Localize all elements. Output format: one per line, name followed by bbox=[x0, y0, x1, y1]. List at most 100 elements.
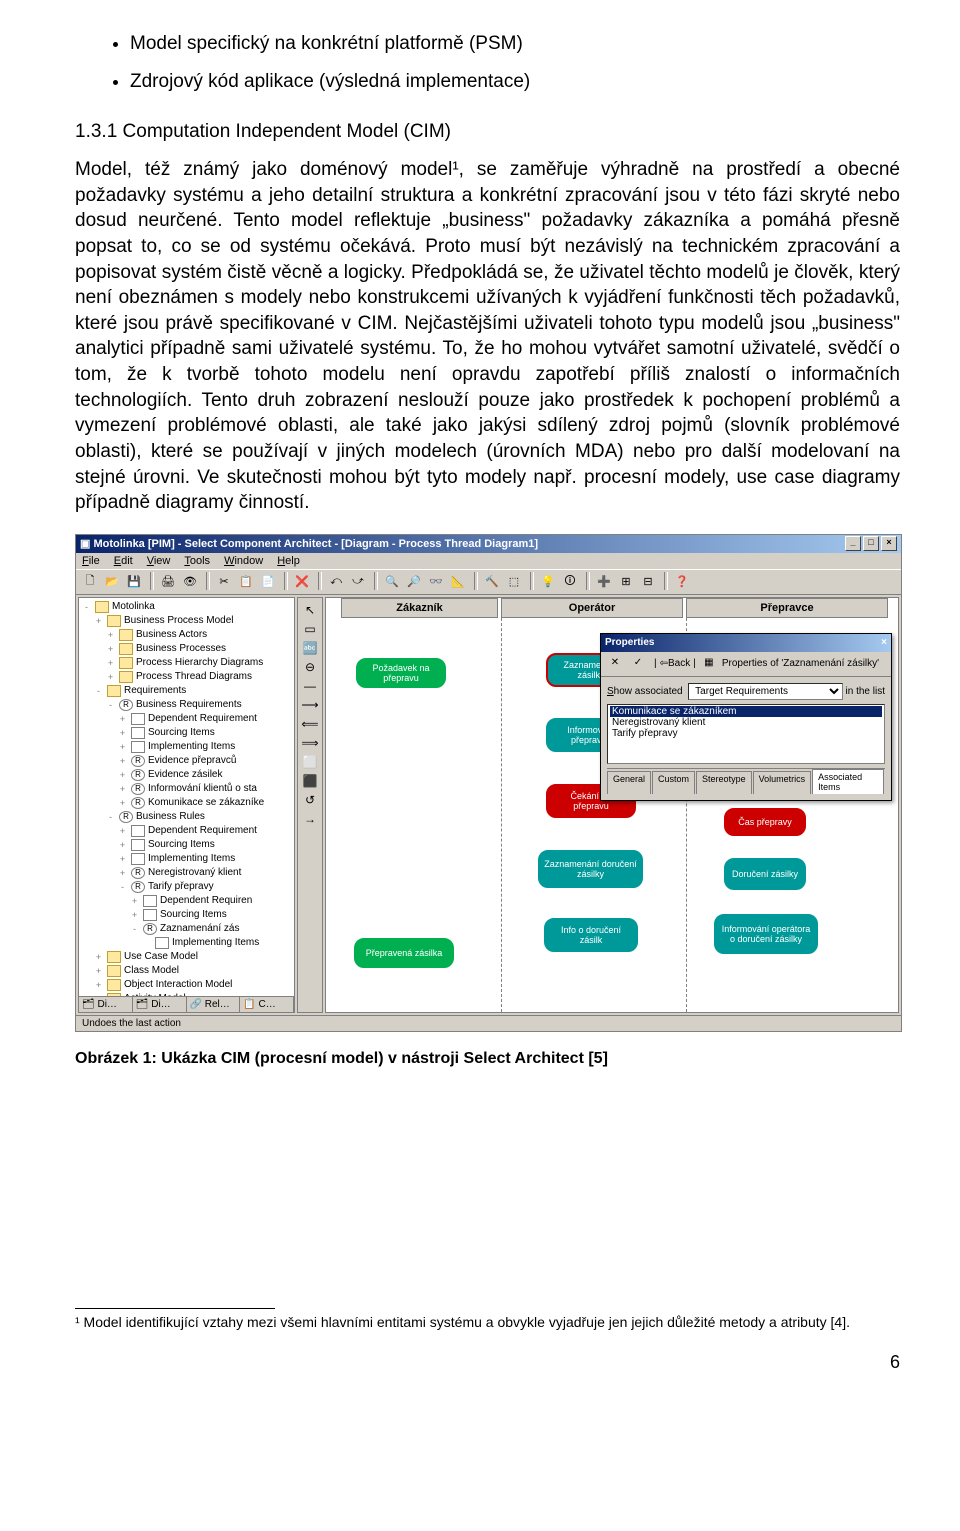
tree-item[interactable]: -Requirements bbox=[81, 684, 292, 698]
tree-item[interactable]: +Implementing Items bbox=[81, 852, 292, 866]
palette-tool[interactable]: ⟹ bbox=[301, 735, 319, 751]
tree-item[interactable]: +RKomunikace se zákazníke bbox=[81, 796, 292, 810]
tree-item[interactable]: +Sourcing Items bbox=[81, 838, 292, 852]
toolbar-button[interactable]: 📂 bbox=[102, 572, 122, 592]
tree-item[interactable]: +Dependent Requiren bbox=[81, 894, 292, 908]
properties-tab[interactable]: Custom bbox=[652, 771, 695, 794]
properties-tabs[interactable]: GeneralCustomStereotypeVolumetricsAssoci… bbox=[607, 768, 885, 794]
tree-item[interactable]: +Business Process Model bbox=[81, 614, 292, 628]
toolbar-button[interactable]: ⬚ bbox=[504, 572, 524, 592]
toolbar-button[interactable]: 👓 bbox=[426, 572, 446, 592]
diagram-node[interactable]: Čas přepravy bbox=[724, 808, 806, 836]
palette-tool[interactable]: ⊖ bbox=[301, 659, 319, 675]
back-button[interactable]: ⇦Back bbox=[660, 658, 691, 669]
menu-edit[interactable]: Edit bbox=[114, 555, 133, 567]
tree-item[interactable]: +Process Hierarchy Diagrams bbox=[81, 656, 292, 670]
properties-tab[interactable]: Associated Items bbox=[812, 769, 884, 794]
palette-tool[interactable]: ⬛ bbox=[301, 773, 319, 789]
props-icon[interactable]: ▦ bbox=[699, 655, 719, 673]
toolbar-button[interactable]: ➕ bbox=[594, 572, 614, 592]
diagram-node[interactable]: Info o doručení zásilk bbox=[544, 918, 638, 952]
palette-tool[interactable]: → bbox=[301, 811, 319, 827]
list-item[interactable]: Neregistrovaný klient bbox=[610, 717, 882, 728]
tree-item[interactable]: +REvidence přepravců bbox=[81, 754, 292, 768]
tree-item[interactable]: +Business Actors bbox=[81, 628, 292, 642]
tree-item[interactable]: +Sourcing Items bbox=[81, 908, 292, 922]
tree-item[interactable]: +Dependent Requirement bbox=[81, 712, 292, 726]
toolbar-button[interactable]: 👁 bbox=[180, 572, 200, 592]
tree-item[interactable]: +Sourcing Items bbox=[81, 726, 292, 740]
toolbar-button[interactable]: 📋 bbox=[236, 572, 256, 592]
tree-item[interactable]: +Class Model bbox=[81, 964, 292, 978]
toolbar-button[interactable]: 🛈 bbox=[560, 572, 580, 592]
menu-tools[interactable]: Tools bbox=[184, 555, 210, 567]
diagram-node[interactable]: Požadavek na přepravu bbox=[356, 658, 446, 688]
maximize-button[interactable]: □ bbox=[863, 536, 879, 551]
toolbar-button[interactable]: 🔍 bbox=[382, 572, 402, 592]
toolbar-button[interactable]: 🖨 bbox=[158, 572, 178, 592]
tree-item[interactable]: +Dependent Requirement bbox=[81, 824, 292, 838]
menu-file[interactable]: File bbox=[82, 555, 100, 567]
tree-item[interactable]: +Business Processes bbox=[81, 642, 292, 656]
tree-tab[interactable]: 🗂 Di… bbox=[133, 997, 187, 1012]
toolbar-button[interactable]: 💡 bbox=[538, 572, 558, 592]
associated-listbox[interactable]: Komunikace se zákazníkemNeregistrovaný k… bbox=[607, 704, 885, 764]
palette-tool[interactable]: ▭ bbox=[301, 621, 319, 637]
properties-tab[interactable]: General bbox=[607, 771, 651, 794]
tree-tabs[interactable]: 🗂 Di…🗂 Di…🔗 Rel…📋 C… bbox=[79, 996, 294, 1012]
tool-palette[interactable]: ↖▭🔤⊖—⟶⟸⟹⬜⬛↺→ bbox=[297, 597, 323, 1013]
delete-icon[interactable]: ✕ bbox=[605, 655, 625, 673]
toolbar-button[interactable]: ❌ bbox=[292, 572, 312, 592]
tree-item[interactable]: -RBusiness Rules bbox=[81, 810, 292, 824]
close-icon[interactable]: × bbox=[881, 637, 887, 648]
toolbar-button[interactable]: ⤺ bbox=[326, 572, 346, 592]
menu-view[interactable]: View bbox=[147, 555, 171, 567]
tree-item[interactable]: +Use Case Model bbox=[81, 950, 292, 964]
palette-tool[interactable]: ⟶ bbox=[301, 697, 319, 713]
diagram-canvas[interactable]: ZákazníkOperátorPřepravcePožadavek na př… bbox=[325, 597, 899, 1013]
minimize-button[interactable]: _ bbox=[845, 536, 861, 551]
toolbar-button[interactable]: 💾 bbox=[124, 572, 144, 592]
tree-item[interactable]: -RZaznamenání zás bbox=[81, 922, 292, 936]
toolbar-button[interactable]: ⊞ bbox=[616, 572, 636, 592]
tree-panel[interactable]: -Motolinka+Business Process Model+Busine… bbox=[78, 597, 295, 1013]
tree-item[interactable]: -RTarify přepravy bbox=[81, 880, 292, 894]
window-titlebar[interactable]: ▣ Motolinka [PIM] - Select Component Arc… bbox=[76, 535, 901, 553]
tree-item[interactable]: +Implementing Items bbox=[81, 740, 292, 754]
tree-item[interactable]: +RInformování klientů o sta bbox=[81, 782, 292, 796]
close-button[interactable]: × bbox=[881, 536, 897, 551]
tree-tab[interactable]: 📋 C… bbox=[240, 997, 294, 1012]
show-associated-select[interactable]: Target Requirements bbox=[688, 683, 843, 700]
properties-tab[interactable]: Volumetrics bbox=[753, 771, 812, 794]
diagram-node[interactable]: Informování operátora o doručení zásilky bbox=[714, 914, 818, 954]
tree-tab[interactable]: 🗂 Di… bbox=[79, 997, 133, 1012]
toolbar-button[interactable]: ✂ bbox=[214, 572, 234, 592]
properties-tab[interactable]: Stereotype bbox=[696, 771, 752, 794]
palette-tool[interactable]: 🔤 bbox=[301, 640, 319, 656]
toolbar-button[interactable]: 🔎 bbox=[404, 572, 424, 592]
tree-item[interactable]: +Process Thread Diagrams bbox=[81, 670, 292, 684]
diagram-node[interactable]: Přepravená zásilka bbox=[354, 938, 454, 968]
palette-tool[interactable]: ↖ bbox=[301, 602, 319, 618]
toolbar-button[interactable]: ❓ bbox=[672, 572, 692, 592]
palette-tool[interactable]: ⟸ bbox=[301, 716, 319, 732]
toolbar-button[interactable]: 🗋 bbox=[80, 572, 100, 592]
tree-item[interactable]: +REvidence zásilek bbox=[81, 768, 292, 782]
tree-item[interactable]: -RBusiness Requirements bbox=[81, 698, 292, 712]
palette-tool[interactable]: ⬜ bbox=[301, 754, 319, 770]
menu-window[interactable]: Window bbox=[224, 555, 263, 567]
diagram-node[interactable]: Doručení zásilky bbox=[724, 858, 806, 890]
menu-help[interactable]: Help bbox=[277, 555, 300, 567]
toolbar-button[interactable]: 📄 bbox=[258, 572, 278, 592]
list-item[interactable]: Tarify přepravy bbox=[610, 728, 882, 739]
toolbar-button[interactable]: 📐 bbox=[448, 572, 468, 592]
tree-item[interactable]: +RNeregistrovaný klient bbox=[81, 866, 292, 880]
tree-root[interactable]: -Motolinka bbox=[81, 600, 292, 614]
toolbar-button[interactable]: ⤻ bbox=[348, 572, 368, 592]
list-item[interactable]: Komunikace se zákazníkem bbox=[610, 706, 882, 717]
check-icon[interactable]: ✓ bbox=[628, 655, 648, 673]
properties-dialog[interactable]: Properties×✕✓|⇦Back|▦Properties of 'Zazn… bbox=[600, 633, 892, 801]
toolbar-button[interactable]: ⊟ bbox=[638, 572, 658, 592]
menu-bar[interactable]: File Edit View Tools Window Help bbox=[76, 553, 901, 569]
toolbar-button[interactable]: 🔨 bbox=[482, 572, 502, 592]
